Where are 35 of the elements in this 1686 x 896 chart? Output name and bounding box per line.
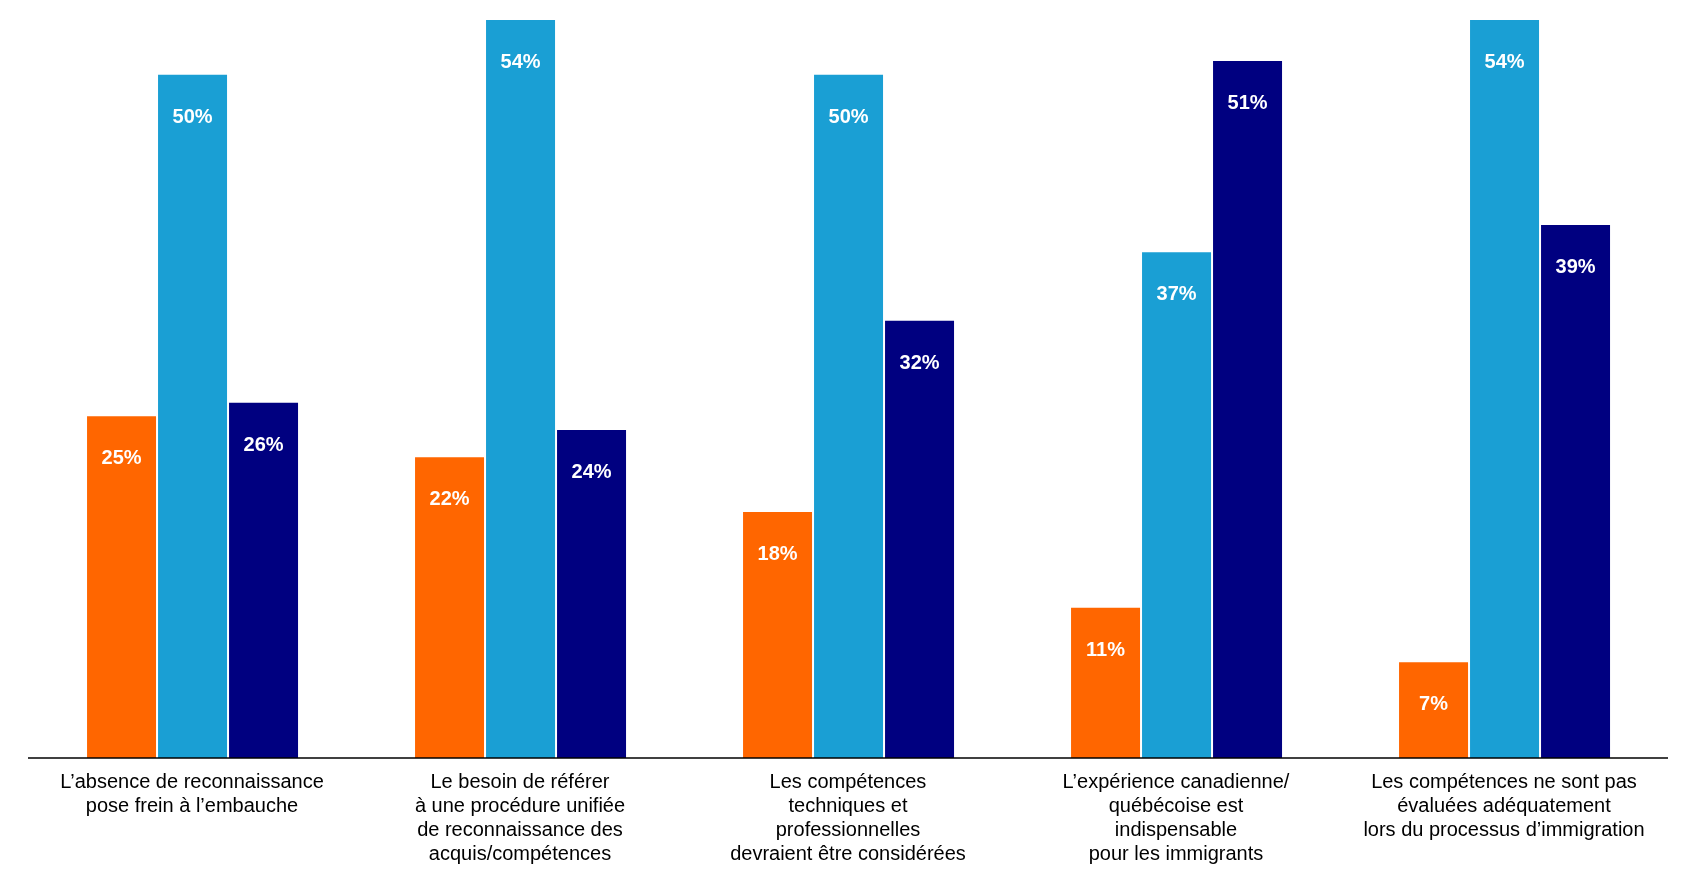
bar: [87, 416, 157, 758]
bar: [1470, 20, 1540, 758]
data-label: 18%: [757, 542, 798, 564]
bar: [1213, 61, 1283, 758]
x-tick-label: Les compétences ne sont pas évaluées adéquatement lors du processus d’immigration: [1363, 770, 1645, 840]
bar: [557, 430, 627, 758]
bar: [1541, 225, 1611, 758]
bar: [814, 74, 884, 758]
data-label: 54%: [1484, 50, 1525, 72]
bar: [229, 402, 299, 758]
data-label: 32%: [899, 350, 940, 373]
bar: [885, 320, 955, 758]
x-tick-label: Le besoin de référer à une procédure unifiée de reconnaissance des acquis/compétences: [414, 770, 626, 864]
data-label: 50%: [828, 104, 869, 127]
data-label: 26%: [243, 432, 284, 455]
bar: [486, 20, 556, 758]
data-label: 25%: [101, 446, 142, 469]
data-label: 51%: [1227, 91, 1268, 113]
x-tick-label: Les compétences techniques et professionnelles devraient être considérées: [730, 770, 966, 864]
data-label: 50%: [172, 104, 213, 127]
bar: [1071, 607, 1141, 758]
bar: [1142, 252, 1212, 758]
data-label: 39%: [1555, 255, 1596, 277]
bar: [1399, 662, 1469, 758]
data-label: 7%: [1419, 692, 1449, 715]
bar: [158, 74, 228, 758]
bar: [743, 512, 813, 758]
data-label: 54%: [500, 50, 541, 72]
bar: [415, 457, 485, 758]
x-tick-label: L’expérience canadienne/ québécoise est indispensable pour les immigrants: [1062, 770, 1290, 864]
data-label: 24%: [571, 460, 612, 482]
x-tick-label: L’absence de reconnaissance pose frein à l’embauche: [60, 770, 324, 816]
data-label: 11%: [1086, 637, 1126, 660]
data-label: 22%: [429, 487, 470, 510]
data-label: 37%: [1156, 282, 1197, 305]
